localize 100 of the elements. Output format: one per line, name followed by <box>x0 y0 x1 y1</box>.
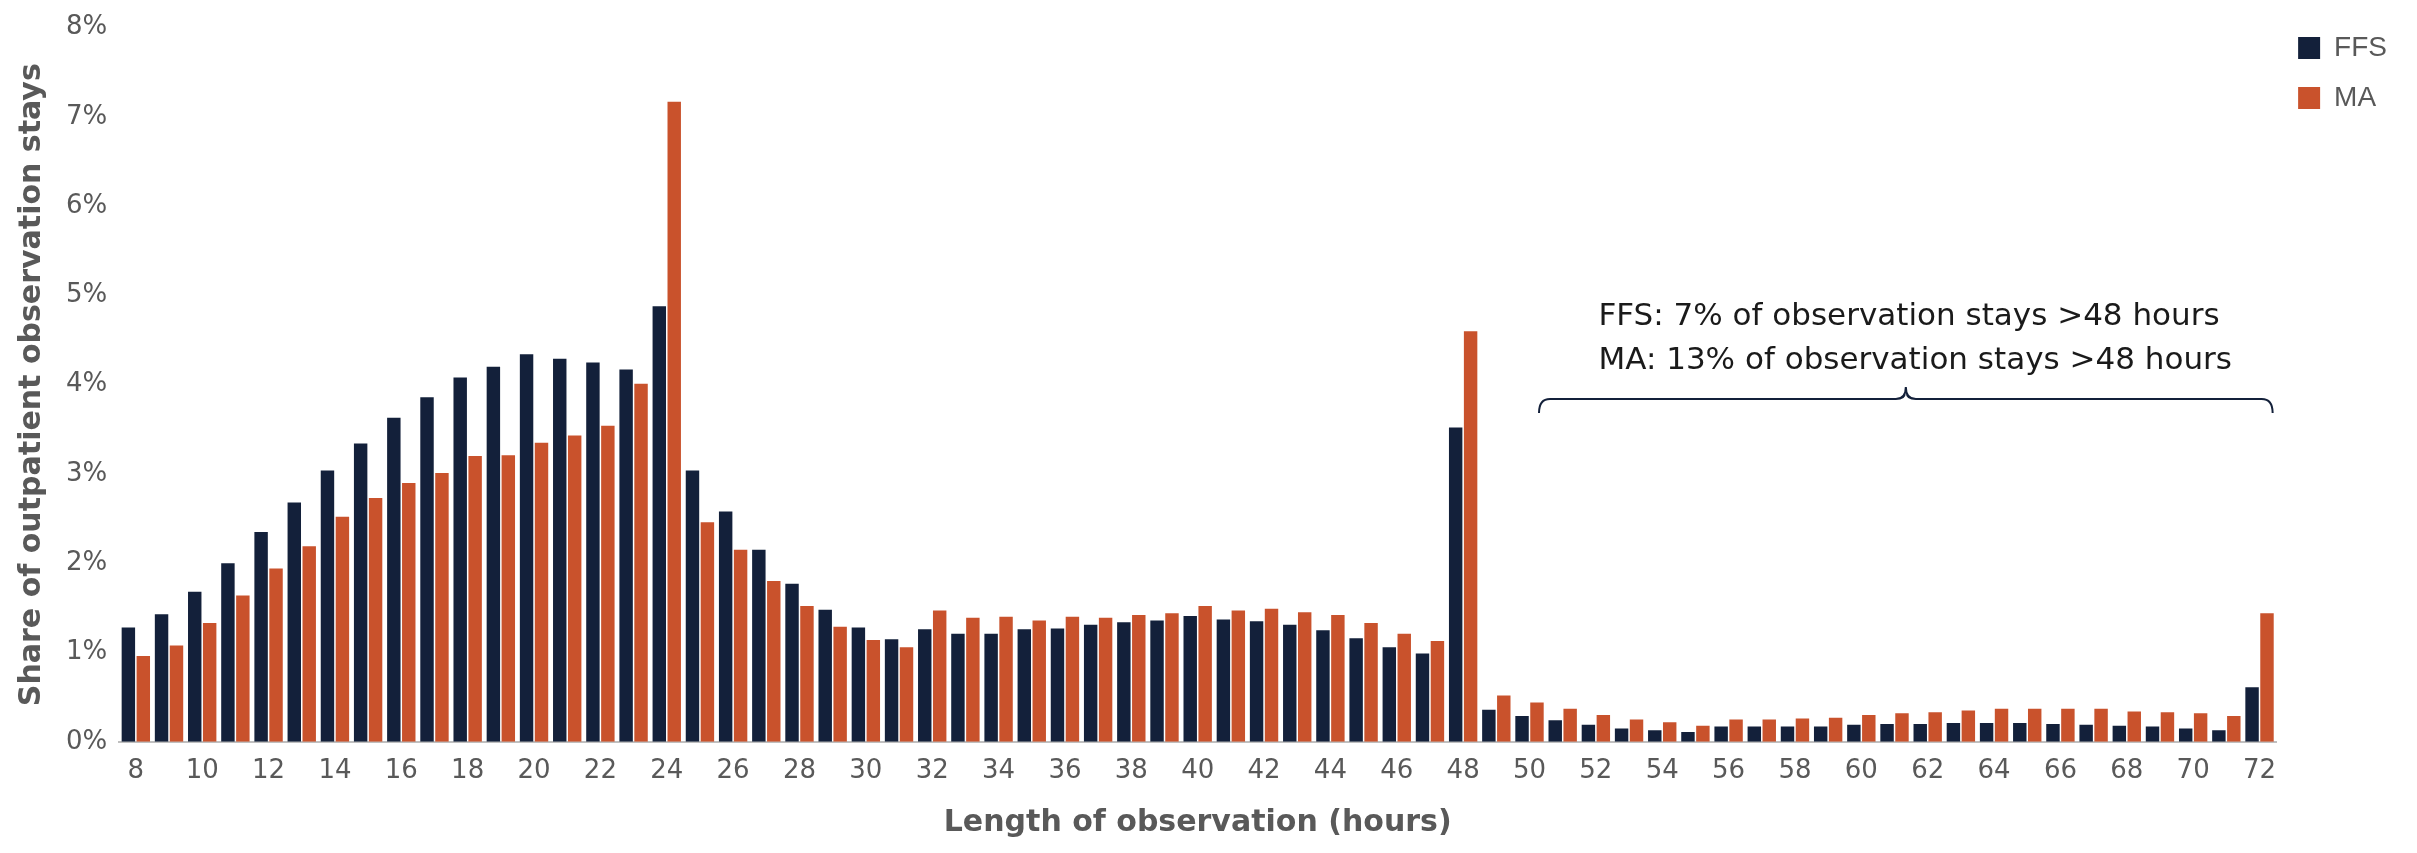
y-tick-label: 5% <box>66 278 108 309</box>
x-tick-label: 38 <box>1114 754 1148 785</box>
x-tick-label: 68 <box>2110 754 2144 785</box>
bar <box>601 425 615 742</box>
bar <box>800 606 814 742</box>
bar <box>553 358 567 742</box>
x-tick-label: 18 <box>451 754 485 785</box>
bar <box>236 595 250 742</box>
x-tick-label: 70 <box>2176 754 2210 785</box>
bar <box>866 640 881 742</box>
bar <box>420 397 434 742</box>
bar <box>1083 624 1098 742</box>
bar <box>1979 723 1994 742</box>
bar <box>1264 608 1279 742</box>
bar <box>320 470 335 742</box>
bar <box>652 306 667 742</box>
bar <box>1648 730 1662 742</box>
x-tick-label: 40 <box>1181 754 1215 785</box>
bar <box>1448 427 1463 742</box>
bar <box>1913 723 1927 742</box>
x-tick-label: 8 <box>127 754 145 785</box>
bar <box>2178 728 2193 742</box>
y-tick-label: 7% <box>66 99 108 130</box>
bar <box>221 563 235 742</box>
x-tick-label: 44 <box>1313 754 1347 785</box>
legend-label: FFS <box>2334 30 2388 62</box>
bar <box>353 443 368 742</box>
bar <box>1497 695 1511 742</box>
bar <box>1183 615 1197 742</box>
bar <box>1795 718 1810 742</box>
y-tick-label: 1% <box>66 635 108 666</box>
legend-label: MA <box>2334 80 2377 112</box>
bar <box>519 354 534 742</box>
y-tick-label: 0% <box>66 724 108 755</box>
x-tick-label: 20 <box>517 754 551 785</box>
bar <box>1880 723 1894 742</box>
bar <box>2212 730 2226 742</box>
bar <box>1629 719 1644 742</box>
bar <box>501 455 516 742</box>
bar <box>1463 331 1478 742</box>
bar <box>387 417 401 742</box>
bar <box>1515 715 1529 742</box>
bar <box>1895 713 1909 742</box>
bar <box>287 502 302 742</box>
x-tick-label: 60 <box>1844 754 1878 785</box>
bar <box>1696 725 1710 742</box>
bar <box>1050 628 1065 742</box>
bar <box>1762 719 1776 742</box>
x-tick-label: 52 <box>1579 754 1613 785</box>
bar <box>1249 621 1264 742</box>
bar <box>1563 708 1577 742</box>
y-tick-label: 2% <box>66 546 108 576</box>
bar <box>918 629 932 742</box>
bar <box>1729 719 1743 742</box>
x-tick-label: 58 <box>1778 754 1812 785</box>
bar <box>188 591 202 742</box>
bar <box>1961 710 1976 742</box>
x-tick-label: 50 <box>1512 754 1547 785</box>
x-tick-label: 56 <box>1712 754 1746 785</box>
bar <box>1065 616 1080 742</box>
bar <box>634 383 648 742</box>
bar <box>1098 617 1113 742</box>
bar <box>1662 722 1677 742</box>
x-tick-label: 72 <box>2242 754 2277 785</box>
y-tick-label: 8% <box>66 10 108 41</box>
bar <box>302 546 316 742</box>
bar <box>1283 624 1297 742</box>
bar <box>2094 708 2108 742</box>
bar <box>453 377 467 742</box>
x-tick-label: 32 <box>915 754 949 785</box>
bar <box>335 516 350 742</box>
bar <box>1828 717 1843 742</box>
y-axis-title: Share of outpatient observation stays <box>11 63 47 707</box>
bar <box>984 633 998 742</box>
bar <box>269 568 283 742</box>
bar <box>1530 702 1544 742</box>
bar <box>2079 724 2093 742</box>
bar <box>2245 687 2259 742</box>
bar <box>1316 630 1330 742</box>
x-tick-label: 62 <box>1911 754 1945 785</box>
bar <box>2127 711 2141 742</box>
bar <box>1614 728 1629 742</box>
bar <box>1382 647 1397 742</box>
x-tick-label: 46 <box>1380 754 1414 785</box>
bar <box>1928 712 1942 742</box>
x-tick-label: 28 <box>782 754 817 785</box>
bar <box>154 614 169 742</box>
bar <box>468 456 482 742</box>
bar <box>667 101 681 742</box>
bar <box>718 511 733 742</box>
bar <box>1216 619 1231 742</box>
bar <box>752 549 766 742</box>
x-tick-label: 22 <box>583 754 617 785</box>
bar <box>2193 713 2208 742</box>
bar <box>966 617 980 742</box>
bar <box>1132 615 1146 742</box>
bar <box>202 623 217 742</box>
bar <box>785 583 799 742</box>
annotation: MA: 13% of observation stays >48 hours <box>1598 340 2232 377</box>
x-tick-label: 24 <box>650 754 684 785</box>
